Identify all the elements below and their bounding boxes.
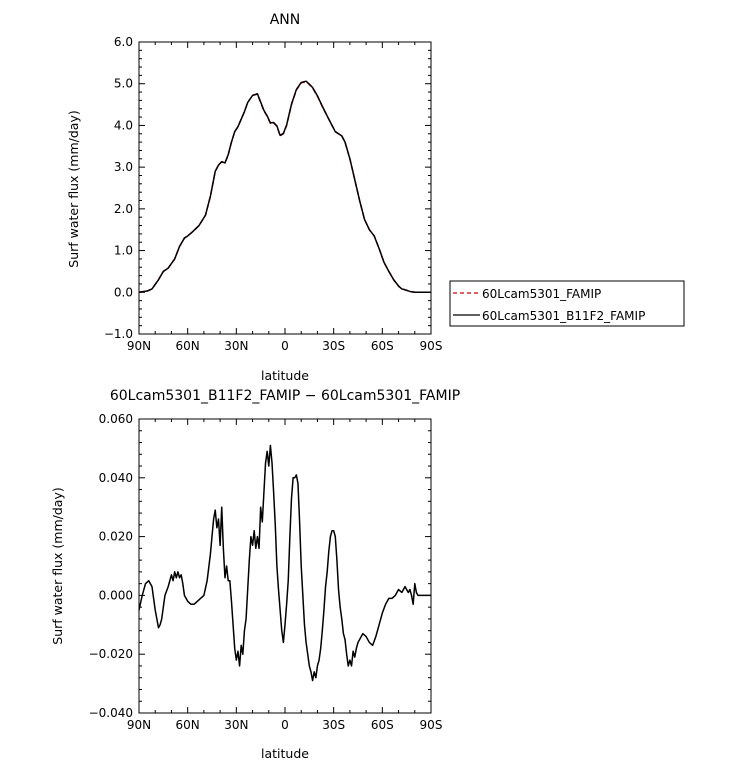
chart2-series-line-0 (138, 444, 431, 682)
chart2-y-tick-label: 0.040 (99, 471, 133, 485)
chart1-y-tick-label: 0.0 (114, 285, 133, 299)
chart2-y-tick-label: 0.060 (99, 412, 133, 426)
chart2-y-tick-label: 0.000 (99, 588, 133, 602)
chart1-x-tick-label: 0 (281, 339, 289, 353)
chart1-plot-frame (138, 41, 432, 335)
chart1-plot: 90N 60N 30N 0 30S 60S 90S −1.0 0.0 1.0 2.0 3.0 4.0 5.… (104, 35, 443, 353)
chart1-x-tick-label: 30S (322, 339, 345, 353)
chart1-x-tick-label: 60N (176, 339, 200, 353)
chart2-x-tick-label: 90N (127, 718, 151, 732)
chart1-x-tick-label: 90N (127, 339, 151, 353)
chart2-y-tick-label: 0.020 (99, 530, 133, 544)
chart1-series-line-0 (138, 80, 431, 294)
chart2-x-tick-label: 60N (176, 718, 200, 732)
chart1-series-line-1 (138, 80, 431, 294)
chart1-y-tick-label: 2.0 (114, 202, 133, 216)
chart1-y-tick-label: 4.0 (114, 118, 133, 132)
chart1-title: ANN (270, 12, 301, 28)
chart2-x-tick-label: 90S (420, 718, 443, 732)
chart1-y-tick-label: 5.0 (114, 77, 133, 91)
legend-label-b11f2: 60Lcam5301_B11F2_FAMIP (482, 309, 645, 323)
chart1-xlabel: latitude (261, 368, 309, 383)
chart2-y-tick-label: −0.040 (89, 706, 133, 720)
chart2-x-tick-label: 60S (371, 718, 394, 732)
chart2-ylabel: Surf water flux (mm/day) (50, 487, 65, 644)
chart1-y-tick-label: 3.0 (114, 160, 133, 174)
chart2-x-tick-label: 30N (224, 718, 248, 732)
chart2-x-tick-label: 0 (281, 718, 289, 732)
chart1-x-tick-label: 90S (420, 339, 443, 353)
legend: 60Lcam5301_FAMIP 60Lcam5301_B11F2_FAMIP (449, 280, 685, 327)
chart2-xlabel: latitude (261, 746, 309, 761)
legend-box (449, 280, 685, 327)
chart1-x-tick-label: 60S (371, 339, 394, 353)
chart2-x-tick-label: 30S (322, 718, 345, 732)
chart1-ylabel: Surf water flux (mm/day) (66, 110, 81, 267)
chart2-title: 60Lcam5301_B11F2_FAMIP − 60Lcam5301_FAMI… (110, 388, 460, 404)
chart1-y-tick-label: 6.0 (114, 35, 133, 49)
chart2-plot-frame (138, 418, 432, 714)
chart1-y-tick-label: −1.0 (104, 327, 133, 341)
chart1-x-tick-label: 30N (224, 339, 248, 353)
chart1-y-tick-label: 1.0 (114, 244, 133, 258)
legend-label-famip: 60Lcam5301_FAMIP (482, 287, 601, 301)
chart2-plot: 90N 60N 30N 0 30S 60S 90S −0.040 −0.020 0.000 0.02… (89, 412, 443, 732)
chart2-y-tick-label: −0.020 (89, 647, 133, 661)
